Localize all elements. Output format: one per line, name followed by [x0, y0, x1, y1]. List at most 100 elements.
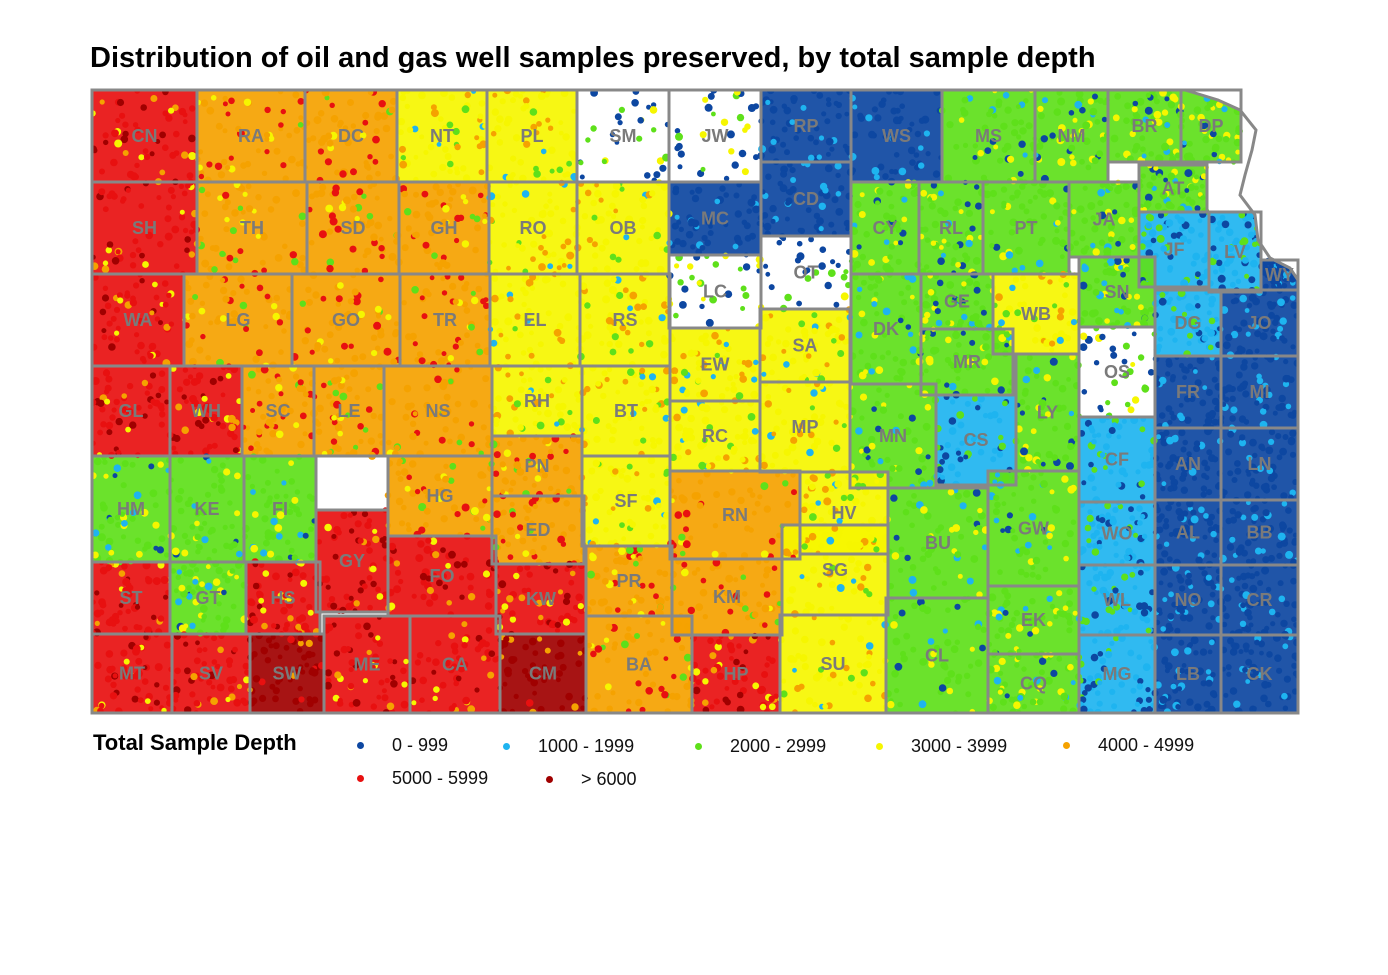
well-sample-dot	[1250, 259, 1258, 268]
well-sample-dot	[723, 192, 729, 198]
well-sample-dot	[626, 463, 633, 470]
well-sample-dot	[647, 532, 655, 540]
well-sample-dot	[699, 303, 705, 310]
well-sample-dot	[835, 172, 841, 179]
well-sample-dot	[133, 624, 140, 631]
well-sample-dot	[412, 210, 421, 219]
well-sample-dot	[1147, 214, 1154, 222]
well-sample-dot	[405, 226, 412, 232]
well-sample-dot	[446, 600, 453, 606]
well-sample-dot	[1030, 428, 1037, 435]
well-sample-dot	[287, 572, 293, 578]
well-sample-dot	[676, 621, 682, 627]
well-sample-dot	[1092, 248, 1100, 256]
well-sample-dot	[1008, 229, 1016, 236]
well-sample-dot	[365, 386, 372, 393]
well-sample-dot	[782, 480, 789, 487]
well-sample-dot	[418, 91, 426, 100]
well-sample-dot	[256, 400, 263, 407]
well-sample-dot	[468, 441, 475, 448]
well-sample-dot	[1177, 412, 1184, 419]
well-sample-dot	[902, 508, 910, 516]
well-sample-dot	[1227, 470, 1234, 477]
well-sample-dot	[496, 327, 503, 335]
well-sample-dot	[1225, 228, 1234, 237]
well-sample-dot	[954, 492, 962, 500]
well-sample-dot	[586, 236, 594, 244]
well-sample-dot	[1171, 95, 1179, 103]
well-sample-dot	[332, 553, 339, 560]
well-sample-dot	[868, 442, 876, 450]
well-sample-dot	[691, 570, 698, 576]
well-sample-dot	[963, 257, 970, 263]
well-sample-dot	[1085, 164, 1092, 171]
well-sample-dot	[272, 195, 281, 204]
well-sample-dot	[702, 614, 708, 620]
well-sample-dot	[137, 341, 145, 350]
well-sample-dot	[959, 303, 967, 311]
well-sample-dot	[672, 188, 680, 196]
well-sample-dot	[256, 284, 264, 292]
well-sample-dot	[92, 274, 99, 281]
well-sample-dot	[1131, 331, 1137, 337]
well-sample-dot	[1167, 265, 1174, 271]
well-sample-dot	[575, 397, 581, 403]
well-sample-dot	[265, 378, 272, 384]
well-sample-dot	[181, 151, 189, 159]
well-sample-dot	[886, 266, 894, 274]
well-sample-dot	[743, 222, 751, 230]
well-sample-dot	[423, 384, 431, 392]
well-sample-dot	[1278, 595, 1286, 603]
well-sample-dot	[1244, 273, 1250, 279]
well-sample-dot	[534, 130, 540, 136]
well-sample-dot	[958, 209, 964, 215]
well-sample-dot	[741, 360, 747, 365]
well-sample-dot	[972, 143, 978, 149]
well-sample-dot	[426, 599, 434, 607]
well-sample-dot	[273, 147, 281, 155]
well-sample-dot	[299, 412, 307, 420]
well-sample-dot	[1157, 325, 1164, 332]
well-sample-dot	[885, 350, 891, 356]
well-sample-dot	[1002, 310, 1010, 318]
well-sample-dot	[689, 274, 695, 281]
well-sample-dot	[985, 283, 991, 289]
well-sample-dot	[1193, 440, 1201, 447]
well-sample-dot	[653, 231, 661, 240]
well-sample-dot	[833, 419, 839, 425]
well-sample-dot	[646, 104, 652, 110]
well-sample-dot	[841, 423, 847, 429]
well-sample-dot	[911, 437, 918, 444]
well-sample-dot	[1002, 400, 1008, 407]
well-sample-dot	[566, 488, 572, 494]
well-sample-dot	[461, 503, 470, 512]
well-sample-dot	[909, 121, 915, 127]
well-sample-dot	[1226, 543, 1235, 551]
well-sample-dot	[568, 524, 576, 532]
well-sample-dot	[390, 358, 398, 366]
well-sample-dot	[276, 319, 284, 326]
well-sample-dot	[299, 220, 306, 227]
well-sample-dot	[105, 650, 114, 658]
well-sample-dot	[956, 296, 963, 303]
well-sample-dot	[1011, 492, 1017, 497]
well-sample-dot	[1112, 114, 1120, 122]
well-sample-dot	[988, 229, 994, 236]
well-sample-dot	[1091, 543, 1098, 549]
well-sample-dot	[606, 324, 613, 331]
well-sample-dot	[1282, 434, 1289, 440]
well-sample-dot	[152, 281, 158, 288]
well-sample-dot	[1194, 174, 1199, 180]
well-sample-dot	[639, 341, 645, 348]
well-sample-dot	[649, 190, 656, 197]
well-sample-dot	[680, 406, 688, 414]
well-sample-dot	[454, 510, 461, 518]
well-sample-dot	[619, 324, 627, 332]
well-sample-dot	[1212, 456, 1219, 463]
well-sample-dot	[932, 170, 941, 178]
well-sample-dot	[361, 193, 367, 199]
well-sample-dot	[1124, 401, 1131, 408]
well-sample-dot	[835, 316, 843, 324]
well-sample-dot	[468, 421, 475, 427]
well-sample-dot	[561, 263, 567, 268]
